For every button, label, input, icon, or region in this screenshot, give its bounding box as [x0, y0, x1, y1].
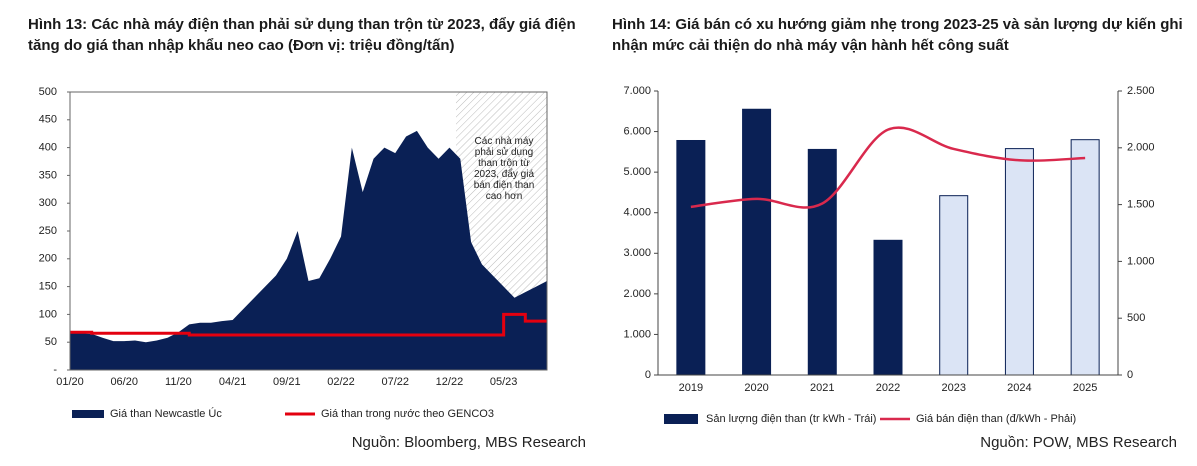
annotation: Các nhà máy phải sử dụng than trộn từ 20…: [473, 136, 535, 202]
x-tick-label: 07/22: [381, 376, 409, 388]
bar: [676, 139, 706, 376]
x-tick-label: 06/20: [110, 376, 138, 388]
x-tick-label: 2019: [679, 382, 703, 394]
x-tick-label: 2024: [1007, 382, 1031, 394]
y-tick-label: 300: [39, 197, 57, 209]
bar: [807, 148, 837, 376]
y-tick-label: 0: [645, 369, 651, 381]
line: [70, 312, 547, 337]
source: Nguồn: POW, MBS Research: [980, 434, 1177, 451]
y-tick-label: 50: [45, 336, 57, 348]
y2-tick-label: 500: [1127, 312, 1145, 324]
y-tick-label: 100: [39, 308, 57, 320]
y-tick-label: 3.000: [623, 247, 651, 259]
legend-label: Sản lượng điện than (tr kWh - Trái): [706, 413, 876, 425]
bar: [873, 239, 903, 376]
chart-title: Hình 14: Giá bán có xu hướng giảm nhẹ tr…: [612, 16, 1183, 54]
x-tick-label: 2020: [744, 382, 768, 394]
y-tick-label: 2.000: [623, 288, 651, 300]
y-tick-label: 4.000: [623, 207, 651, 219]
y-tick-label: 500: [39, 86, 57, 98]
bar: [742, 108, 772, 376]
x-tick-label: 01/20: [56, 376, 84, 388]
y-tick-label: 400: [39, 142, 57, 154]
x-tick-label: 04/21: [219, 376, 247, 388]
y2-tick-label: 2.500: [1127, 85, 1155, 97]
source: Nguồn: Bloomberg, MBS Research: [351, 434, 586, 451]
y-tick-label: 250: [39, 225, 57, 237]
y-tick-label: 6.000: [623, 125, 651, 137]
legend-label: Giá than Newcastle Úc: [110, 407, 222, 420]
x-tick-label: 11/20: [165, 376, 192, 388]
x-tick-label: 2023: [941, 382, 965, 394]
y-tick-label: 7.000: [623, 85, 651, 97]
y-tick-label: -: [53, 364, 57, 376]
y-tick-label: 450: [39, 114, 57, 126]
chart-title: Hình 13: Các nhà máy điện than phải sử d…: [28, 16, 576, 54]
legend-label: Giá than trong nước theo GENCO3: [321, 408, 494, 420]
y-tick-label: 350: [39, 169, 57, 181]
x-tick-label: 12/22: [436, 376, 464, 388]
y2-tick-label: 1.000: [1127, 255, 1155, 267]
y-tick-label: 5.000: [623, 166, 651, 178]
x-tick-label: 2022: [876, 382, 900, 394]
y-tick-label: 150: [39, 281, 57, 293]
legend-swatch: [72, 410, 104, 418]
x-tick-label: 2021: [810, 382, 834, 394]
legend-label: Giá bán điện than (đ/kWh - Phải): [916, 413, 1076, 425]
line: [690, 126, 1086, 209]
y2-tick-label: 2.000: [1127, 142, 1155, 154]
area: [70, 130, 547, 370]
plot-frame: [69, 91, 548, 371]
bar: [939, 195, 969, 376]
x-tick-label: 09/21: [273, 376, 301, 388]
bar: [1070, 139, 1100, 376]
y2-tick-label: 1.500: [1127, 199, 1155, 211]
y-tick-label: 200: [39, 253, 57, 265]
legend-swatch: [664, 414, 698, 424]
y-tick-label: 1.000: [623, 328, 651, 340]
bar: [1004, 148, 1034, 376]
x-tick-label: 02/22: [327, 376, 355, 388]
y2-tick-label: 0: [1127, 369, 1133, 381]
x-tick-label: 05/23: [490, 376, 518, 388]
x-tick-label: 2025: [1073, 382, 1097, 394]
